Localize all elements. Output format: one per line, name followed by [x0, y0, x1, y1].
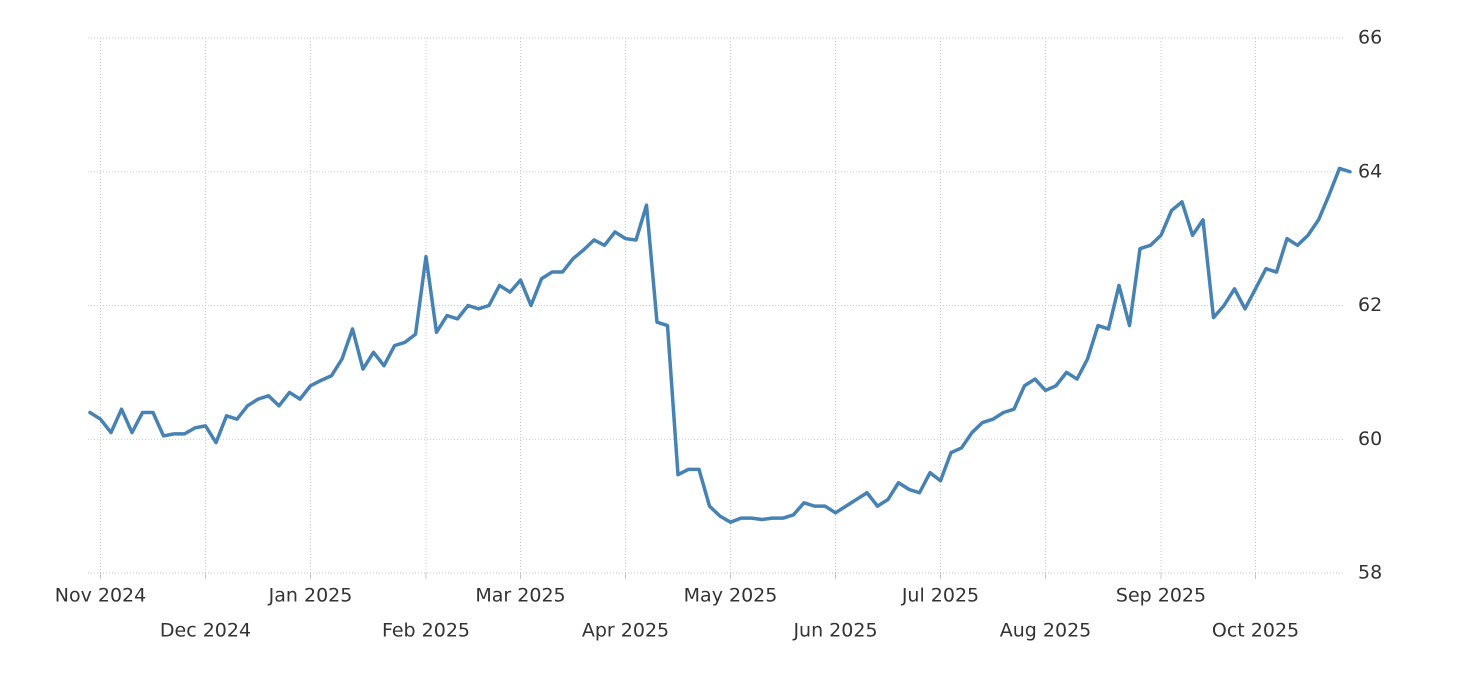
x-tick-label: May 2025	[684, 585, 778, 607]
y-tick-label: 58	[1358, 562, 1382, 584]
x-tick-label: Sep 2025	[1116, 585, 1206, 607]
y-tick-label: 62	[1358, 294, 1382, 316]
x-tick-label: Feb 2025	[382, 620, 470, 642]
x-tick-label: Aug 2025	[1000, 620, 1092, 642]
price-line	[88, 166, 1352, 524]
x-tick-label: Jan 2025	[268, 585, 353, 607]
x-tick-label: Nov 2024	[55, 585, 146, 607]
y-tick-label: 66	[1358, 27, 1382, 49]
y-tick-label: 64	[1358, 160, 1382, 182]
y-tick-label: 60	[1358, 428, 1382, 450]
x-tick-label: Mar 2025	[475, 585, 565, 607]
x-tick-label: Jun 2025	[792, 620, 877, 642]
x-tick-label: Dec 2024	[160, 620, 251, 642]
x-tick-label: Apr 2025	[582, 620, 669, 642]
x-tick-label: Oct 2025	[1212, 620, 1299, 642]
x-tick-label: Jul 2025	[901, 585, 979, 607]
